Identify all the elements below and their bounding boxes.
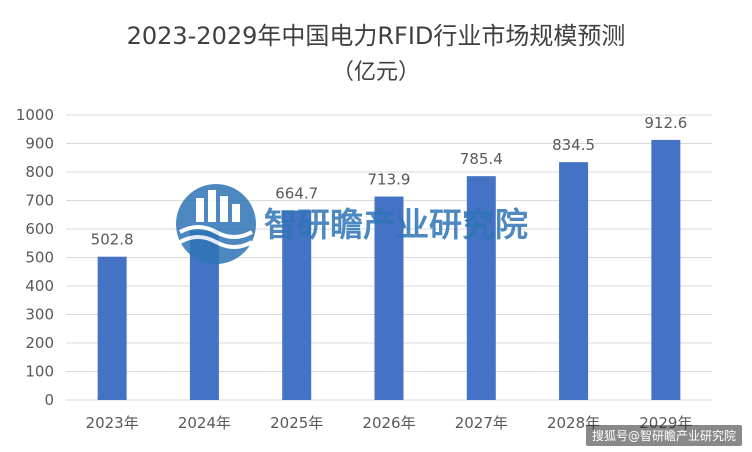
bar	[651, 139, 681, 400]
bars	[97, 139, 681, 400]
source-credit: 搜狐号@智研瞻产业研究院	[585, 425, 742, 446]
y-tick-label: 500	[25, 249, 54, 267]
chart-subtitle: （亿元）	[332, 60, 420, 85]
x-tick-label: 2027年	[455, 414, 508, 432]
x-tick-label: 2026年	[362, 414, 415, 432]
data-label: 502.8	[91, 231, 134, 249]
bar	[466, 176, 496, 400]
x-tick-label: 2024年	[178, 414, 231, 432]
chart-title: 2023-2029年中国电力RFID行业市场规模预测	[127, 22, 626, 50]
x-tick-label: 2023年	[86, 414, 139, 432]
bar	[97, 256, 127, 400]
bar	[374, 196, 404, 400]
watermark: 智研瞻产业研究院	[176, 184, 528, 264]
y-tick-label: 300	[25, 306, 54, 324]
data-labels: 502.8 664.7 713.9 785.4 834.5 912.6	[91, 114, 688, 249]
institute-logo-icon	[176, 184, 256, 264]
y-tick-label: 600	[25, 220, 54, 238]
x-tick-label: 2025年	[270, 414, 323, 432]
y-tick-label: 400	[25, 277, 54, 295]
y-tick-label: 1000	[16, 106, 54, 124]
data-label: 785.4	[460, 150, 503, 168]
y-tick-label: 700	[25, 192, 54, 210]
data-label: 664.7	[275, 185, 318, 203]
y-axis-ticks: 0 100 200 300 400 500 600 700 800 900 1000	[16, 106, 54, 409]
data-label: 834.5	[552, 136, 595, 154]
y-tick-label: 900	[25, 135, 54, 153]
y-tick-label: 200	[25, 334, 54, 352]
watermark-text: 智研瞻产业研究院	[264, 205, 528, 244]
y-tick-label: 100	[25, 363, 54, 381]
y-tick-label: 0	[44, 391, 54, 409]
bar	[559, 162, 589, 400]
data-label: 713.9	[368, 171, 411, 189]
data-label: 912.6	[644, 114, 687, 132]
y-tick-label: 800	[25, 163, 54, 181]
bar	[282, 210, 312, 400]
